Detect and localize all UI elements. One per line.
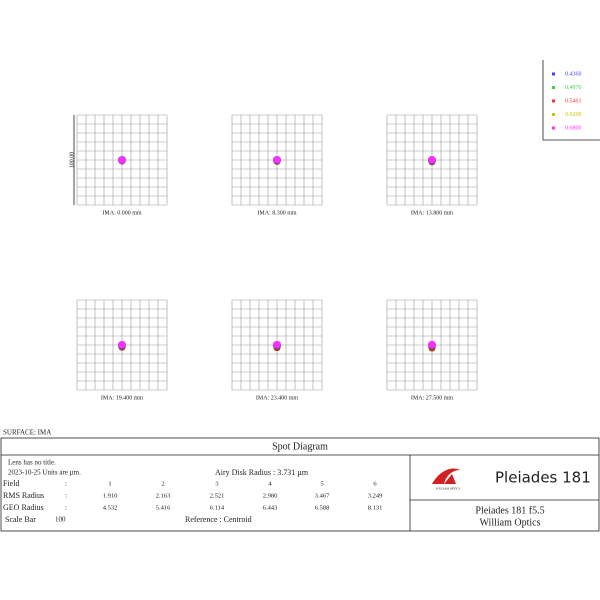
subtitle: Pleiades 181 f5.5 bbox=[475, 505, 544, 516]
legend-entry: 0.6800 bbox=[565, 125, 582, 131]
cell: 5 bbox=[320, 480, 323, 487]
cell: 1 bbox=[108, 480, 111, 487]
logo: WILLIAM OPTICS bbox=[432, 468, 461, 491]
row-label: GEO Radius bbox=[3, 503, 44, 512]
field-label: IMA: 23.400 mm bbox=[256, 395, 299, 401]
legend-frame bbox=[542, 60, 600, 141]
cell: 6.443 bbox=[263, 504, 278, 511]
cell: 1.910 bbox=[103, 492, 118, 499]
scale-bar: Scale Bar bbox=[5, 515, 36, 524]
row-sep: : bbox=[65, 504, 67, 512]
legend-swatch bbox=[552, 72, 555, 76]
cell: 4.532 bbox=[103, 504, 118, 511]
cell: 2 bbox=[161, 480, 164, 487]
cell: 4 bbox=[268, 480, 272, 487]
cell: 6.588 bbox=[315, 504, 330, 511]
info-box bbox=[0, 437, 600, 532]
lens-note: Lens has no title. bbox=[8, 459, 56, 467]
cell: 5.416 bbox=[156, 504, 171, 511]
title: Spot Diagram bbox=[272, 441, 328, 452]
row-label: RMS Radius bbox=[3, 491, 44, 500]
spot bbox=[273, 340, 281, 349]
row-sep: : bbox=[65, 492, 67, 500]
legend-swatch bbox=[552, 113, 555, 116]
logo-mark bbox=[444, 474, 456, 484]
cell: 3.249 bbox=[368, 492, 383, 499]
legend-swatch bbox=[552, 99, 555, 103]
legend-entry: 0.6200 bbox=[565, 112, 582, 118]
product-name: Pleiades 181 bbox=[495, 469, 591, 487]
company: William Optics bbox=[480, 517, 541, 528]
scale-value: 100 bbox=[55, 516, 66, 524]
legend-entry: 0.4970 bbox=[565, 85, 582, 91]
field-label: IMA: 13.800 mm bbox=[411, 210, 454, 216]
cell: 6 bbox=[373, 480, 377, 487]
spot bbox=[428, 340, 436, 349]
logo-mark bbox=[432, 468, 460, 484]
legend-swatch bbox=[552, 126, 555, 130]
legend-swatch bbox=[552, 86, 555, 89]
cell: 6.114 bbox=[210, 504, 225, 511]
cell: 2.163 bbox=[156, 492, 171, 499]
surface-label: SURFACE: IMA bbox=[3, 429, 51, 437]
row-sep: : bbox=[65, 480, 67, 488]
legend-entry: 0.4360 bbox=[565, 71, 582, 77]
cell: 8.131 bbox=[368, 504, 383, 511]
logo-text: WILLIAM OPTICS bbox=[436, 487, 461, 491]
reference: Reference : Centroid bbox=[185, 515, 252, 524]
date-units: 2023-10-25 Units are µm. bbox=[8, 469, 81, 477]
field-label: IMA: 27.500 mm bbox=[411, 395, 454, 401]
field-label: IMA: 8.300 mm bbox=[257, 210, 297, 216]
scale-label: 100.00 bbox=[69, 152, 75, 169]
spot bbox=[118, 340, 126, 349]
cell: 2.980 bbox=[263, 492, 278, 499]
spot bbox=[428, 156, 436, 164]
airy-radius: Airy Disk Radius : 3.731 µm bbox=[215, 468, 309, 477]
cell: 3 bbox=[215, 480, 218, 487]
field-label: IMA: 19.400 mm bbox=[101, 395, 144, 401]
row-label: Field bbox=[3, 479, 19, 488]
spot bbox=[118, 156, 126, 164]
spot bbox=[273, 156, 281, 164]
legend-entry: 0.5461 bbox=[565, 98, 582, 104]
cell: 3.467 bbox=[315, 492, 330, 499]
cell: 2.521 bbox=[210, 492, 225, 499]
field-label: IMA: 0.000 mm bbox=[102, 210, 142, 216]
